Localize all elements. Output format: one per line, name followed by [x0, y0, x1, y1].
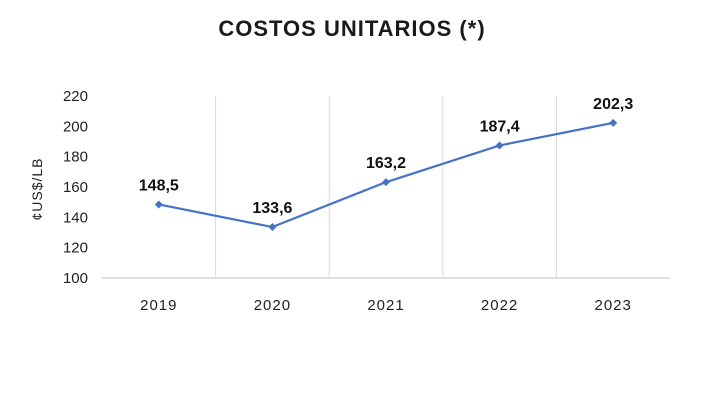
- data-label: 202,3: [593, 96, 633, 113]
- data-label: 187,4: [480, 118, 520, 135]
- data-point-marker: [268, 223, 277, 232]
- x-tick-label: 2021: [367, 297, 404, 314]
- x-tick-label: 2022: [481, 297, 518, 314]
- y-axis-ticks: 100 120 140 160 180 200 220: [63, 88, 88, 287]
- data-label: 148,5: [139, 177, 179, 194]
- data-point-marker: [609, 118, 618, 127]
- data-point-marker: [382, 178, 390, 187]
- y-tick-label: 160: [63, 179, 88, 196]
- series-layer: [154, 118, 618, 232]
- y-tick-label: 140: [63, 209, 88, 226]
- y-tick-label: 180: [63, 149, 88, 166]
- data-label: 133,6: [252, 200, 292, 217]
- data-point-marker: [154, 200, 163, 209]
- x-axis-ticks: 2019 2020 2021 2022 2023: [140, 297, 632, 314]
- y-tick-label: 120: [63, 240, 88, 257]
- y-tick-label: 220: [63, 88, 88, 105]
- y-tick-label: 200: [63, 118, 88, 135]
- y-axis-label: ¢US$/LB: [29, 157, 45, 220]
- x-tick-label: 2019: [140, 297, 177, 314]
- series-line: [158, 121, 614, 229]
- grid-lines: [102, 96, 670, 279]
- x-tick-label: 2020: [254, 297, 291, 314]
- chart-title: COSTOS UNITARIOS (*): [218, 16, 485, 41]
- y-tick-label: 100: [63, 270, 88, 287]
- data-labels: 148,5 133,6 163,2 187,4 202,3: [139, 96, 634, 217]
- data-label: 163,2: [366, 155, 406, 172]
- x-tick-label: 2023: [595, 297, 632, 314]
- data-point-marker: [495, 141, 504, 150]
